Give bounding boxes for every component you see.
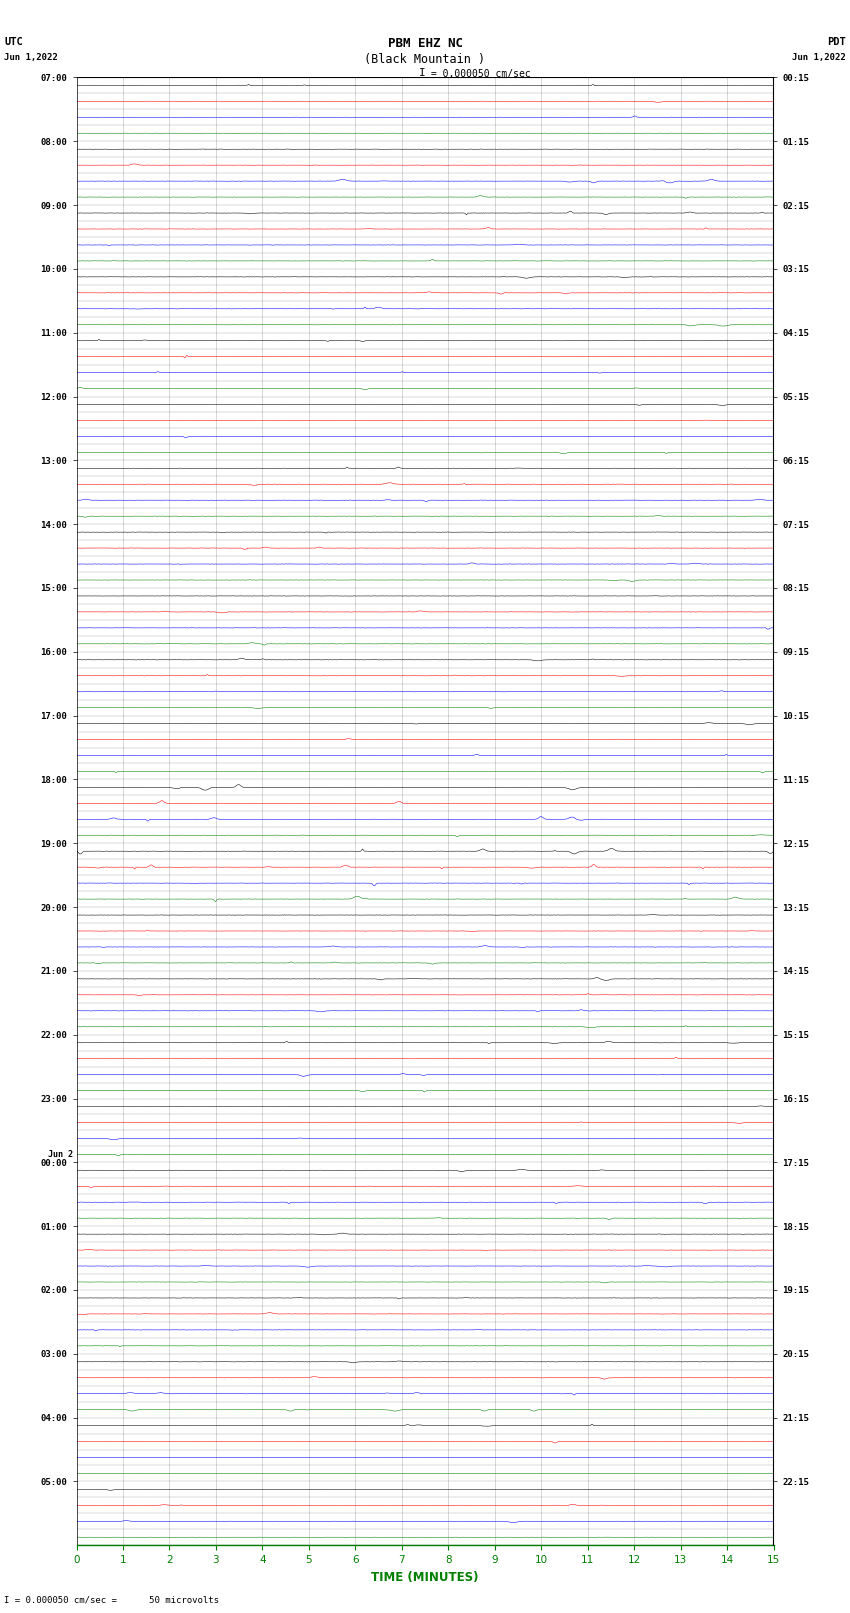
Text: (Black Mountain ): (Black Mountain ) bbox=[365, 53, 485, 66]
Text: Jun 1,2022: Jun 1,2022 bbox=[792, 53, 846, 63]
Text: PBM EHZ NC: PBM EHZ NC bbox=[388, 37, 462, 50]
Text: PDT: PDT bbox=[827, 37, 846, 47]
Text: = 0.000050 cm/sec: = 0.000050 cm/sec bbox=[425, 69, 530, 79]
Text: I: I bbox=[419, 68, 426, 77]
Text: Jun 1,2022: Jun 1,2022 bbox=[4, 53, 58, 63]
Text: UTC: UTC bbox=[4, 37, 23, 47]
Text: I = 0.000050 cm/sec =      50 microvolts: I = 0.000050 cm/sec = 50 microvolts bbox=[4, 1595, 219, 1605]
X-axis label: TIME (MINUTES): TIME (MINUTES) bbox=[371, 1571, 479, 1584]
Text: Jun 2: Jun 2 bbox=[48, 1150, 73, 1158]
